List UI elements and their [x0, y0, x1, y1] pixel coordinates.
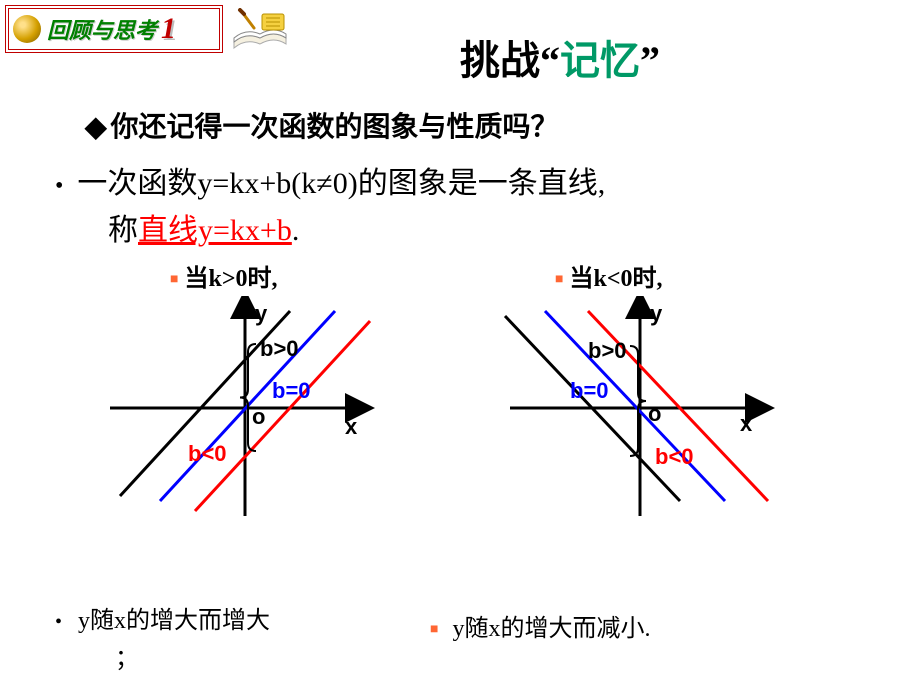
summary-decrease-text: y随x的增大而减小.: [452, 616, 650, 642]
bullet-icon: •: [55, 173, 63, 199]
globe-icon: [13, 15, 41, 43]
b-zero-label: b=0: [272, 378, 311, 404]
statement-line-2: 称直线y=kx+b.: [108, 205, 299, 249]
statement-red: 直线y=kx+b: [138, 214, 292, 247]
graph-k-negative: y o x b>0 b=0 b<0: [500, 296, 780, 526]
b-zero-label: b=0: [570, 378, 609, 404]
summary-increase-text: y随x的增大而增大: [78, 608, 270, 634]
b-positive-label: b>0: [588, 338, 627, 364]
graph-svg-right: [500, 296, 780, 526]
summary-decrease: ■ y随x的增大而减小.: [430, 608, 650, 643]
summary-increase: • y随x的增大而增大: [55, 600, 270, 635]
square-bullet-icon: ■: [170, 272, 178, 287]
cond-left-text: 当k>0时,: [184, 266, 277, 292]
question-line: 你还记得一次函数的图象与性质吗？: [85, 105, 559, 145]
b-negative-label: b<0: [188, 441, 227, 467]
y-axis-label: y: [255, 301, 267, 327]
statement-post: .: [292, 214, 300, 247]
square-bullet-icon: ■: [430, 622, 438, 637]
condition-k-positive: ■ 当k>0时,: [170, 258, 278, 293]
x-axis-label: x: [345, 414, 357, 440]
title-quote-open: “: [540, 38, 560, 83]
book-icon: [232, 8, 288, 50]
b-negative-label: b<0: [655, 444, 694, 470]
statement-text-1: 一次函数y=kx+b(k≠0)的图象是一条直线,: [77, 167, 605, 200]
cond-right-text: 当k<0时,: [569, 266, 662, 292]
y-axis-label: y: [650, 301, 662, 327]
badge-text: 回顾与思考: [47, 13, 157, 45]
x-axis-label: x: [740, 411, 752, 437]
square-bullet-icon: ■: [555, 272, 563, 287]
b-positive-label: b>0: [260, 336, 299, 362]
condition-k-negative: ■ 当k<0时,: [555, 258, 663, 293]
title-quote-close: ”: [640, 38, 660, 83]
badge-number: 1: [161, 12, 176, 46]
statement-pre: 称: [108, 214, 138, 247]
title-memory: 记忆: [560, 38, 640, 83]
title-part1: 挑战: [460, 38, 540, 83]
origin-label: o: [252, 404, 265, 430]
graph-svg-left: [100, 296, 380, 526]
review-badge: 回顾与思考 1: [5, 5, 223, 53]
slide-title: 挑战“记忆”: [460, 28, 660, 86]
statement-line-1: • 一次函数y=kx+b(k≠0)的图象是一条直线,: [55, 158, 605, 202]
graph-k-positive: y o x b>0 b=0 b<0: [100, 296, 380, 526]
semicolon: ；: [115, 638, 139, 673]
origin-label: o: [648, 401, 661, 427]
bullet-icon: •: [55, 611, 62, 633]
